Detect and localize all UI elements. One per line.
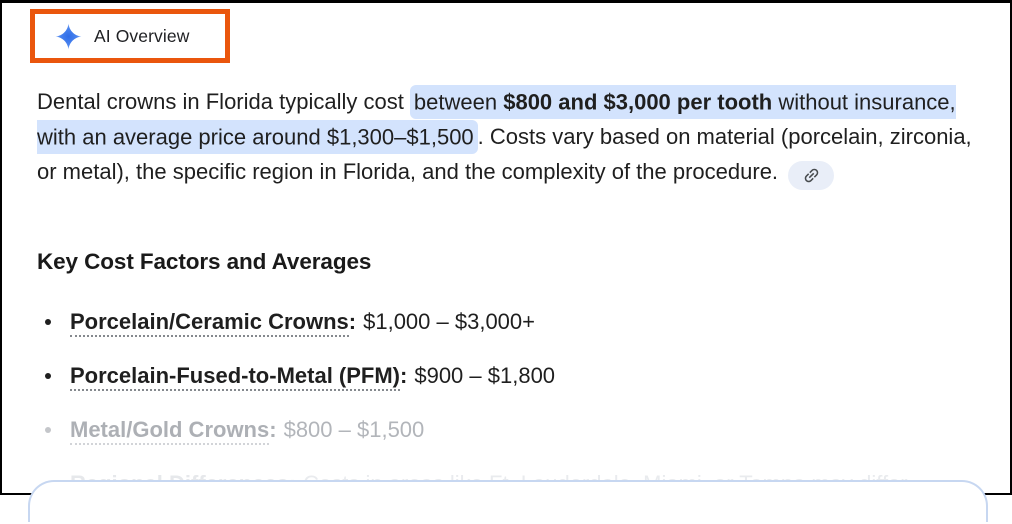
entity-link[interactable]: Porcelain/Ceramic Crowns [70,309,349,337]
term-colon: : [269,417,277,442]
answer-paragraph: Dental crowns in Florida typically cost … [37,84,979,190]
show-more-card[interactable] [28,480,988,522]
cost-range: $900 – $1,800 [414,363,556,388]
entity-link[interactable]: Metal/Gold Crowns [70,417,270,445]
cost-range: $800 – $1,500 [283,417,425,442]
paragraph-segment: . Costs vary based on material (porcelai… [37,124,972,184]
highlighted-snippet[interactable]: between [409,84,504,119]
entity-link[interactable]: Porcelain-Fused-to-Metal (PFM) [70,363,401,391]
link-icon [804,168,818,183]
term-colon: : [400,363,408,388]
paragraph-segment: Dental crowns in Florida typically cost [37,89,410,114]
section-heading: Key Cost Factors and Averages [37,249,372,274]
list-item: Metal/Gold Crowns: $800 – $1,500 [37,416,997,445]
ai-overview-title: AI Overview [94,25,190,46]
highlighted-snippet[interactable]: $800 and $3,000 per tooth [503,84,773,119]
list-item: Porcelain-Fused-to-Metal (PFM): $900 – $1… [37,362,997,391]
list-item: Porcelain/Ceramic Crowns: $1,000 – $3,000… [37,308,997,337]
term-colon: : [348,309,357,334]
annotation-highlight-box: AI Overview [30,9,230,63]
citation-link-button[interactable] [788,161,835,190]
cost-range: $1,000 – $3,000+ [363,309,535,334]
gemini-sparkle-icon [55,23,82,49]
